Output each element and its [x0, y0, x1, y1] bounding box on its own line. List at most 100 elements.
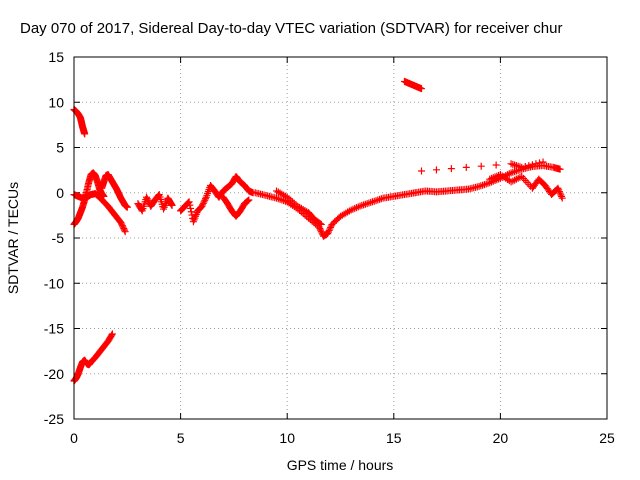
data-point	[432, 166, 440, 174]
data-point	[376, 195, 384, 203]
data-point	[199, 199, 207, 207]
data-point	[316, 220, 324, 228]
data-point	[525, 162, 533, 170]
data-point	[120, 226, 128, 234]
data-point	[475, 182, 483, 190]
data-point	[507, 160, 515, 168]
data-point	[144, 196, 152, 204]
y-axis-label: SDTVAR / TECUs	[5, 182, 21, 294]
x-tick-label: 25	[599, 430, 615, 446]
data-point	[326, 225, 334, 233]
series-arc-trough	[251, 189, 419, 240]
data-point	[118, 222, 126, 230]
series-arc-late-b	[486, 171, 566, 202]
series-arc-high-start	[70, 105, 89, 138]
data-point	[370, 197, 378, 205]
data-point	[557, 191, 565, 199]
data-point	[418, 167, 426, 175]
data-point	[121, 228, 129, 236]
data-point	[447, 165, 455, 173]
data-point	[365, 199, 373, 207]
series-arc-late-c	[418, 158, 547, 175]
data-point	[185, 198, 193, 206]
data-point	[199, 201, 207, 209]
data-point	[477, 162, 485, 170]
data-point	[327, 223, 335, 231]
y-tick-label: 0	[56, 185, 64, 201]
y-tick-label: 10	[48, 94, 64, 110]
y-tick-label: 5	[56, 140, 64, 156]
data-points	[70, 77, 566, 385]
data-point	[117, 219, 125, 227]
data-point	[492, 161, 500, 169]
data-point	[521, 163, 529, 171]
x-tick-label: 15	[386, 430, 402, 446]
chart-title: Day 070 of 2017, Sidereal Day-to-day VTE…	[20, 20, 562, 37]
y-tick-label: -15	[44, 321, 64, 337]
series-arc-trough-b	[273, 187, 325, 228]
data-point	[317, 228, 325, 236]
x-tick-label: 5	[177, 430, 185, 446]
data-point	[200, 198, 208, 206]
data-point	[532, 160, 540, 168]
data-point	[198, 202, 206, 210]
data-point	[243, 197, 251, 205]
data-point	[317, 220, 325, 228]
grid-lines	[74, 57, 607, 419]
data-point	[325, 226, 333, 234]
data-point	[556, 165, 564, 173]
data-point	[477, 182, 485, 190]
data-point	[201, 196, 209, 204]
data-point	[317, 226, 325, 234]
data-point	[201, 195, 209, 203]
data-point	[108, 331, 116, 339]
data-point	[372, 197, 380, 205]
series-arc-zero-a	[70, 169, 108, 228]
data-point	[244, 197, 252, 205]
data-point	[555, 186, 563, 194]
data-point	[558, 194, 566, 202]
x-axis-label: GPS time / hours	[287, 457, 394, 473]
data-point	[377, 195, 385, 203]
series-arc-zero-c	[98, 171, 131, 211]
y-tick-label: -20	[44, 366, 64, 382]
data-point	[558, 193, 566, 201]
data-point	[142, 193, 150, 201]
data-point	[118, 220, 126, 228]
x-tick-label: 20	[493, 430, 509, 446]
data-point	[324, 229, 332, 237]
data-point	[480, 181, 488, 189]
data-point	[276, 195, 284, 203]
tick-labels: 0 5 10 15 20 25 -25 -20 -15 -10 -5 0 5 10 15	[44, 49, 615, 446]
data-point	[274, 195, 282, 203]
data-point	[462, 163, 470, 171]
data-point	[119, 223, 127, 231]
data-point	[418, 85, 426, 93]
data-point	[187, 208, 195, 216]
plot-frame	[73, 56, 608, 420]
series-arc-mid-b	[177, 172, 257, 226]
data-point	[245, 196, 253, 204]
data-point	[155, 191, 163, 199]
data-point	[123, 203, 131, 211]
data-point	[368, 198, 376, 206]
data-point	[120, 225, 128, 233]
data-point	[186, 201, 194, 209]
data-point	[555, 188, 563, 196]
y-tick-label: -25	[44, 411, 64, 427]
data-point	[518, 163, 526, 171]
data-point	[143, 195, 151, 203]
series-arc-mid-c	[219, 193, 253, 220]
series-arc-high-mid	[400, 77, 426, 93]
data-point	[363, 200, 371, 208]
data-point	[108, 330, 116, 338]
series-arc-low-start	[70, 330, 116, 385]
x-tick-label: 0	[70, 430, 78, 446]
y-tick-label: 15	[48, 49, 64, 65]
data-point	[367, 198, 375, 206]
x-tick-label: 10	[279, 430, 295, 446]
data-point	[81, 130, 89, 138]
data-point	[273, 194, 281, 202]
series-arc-mid-a	[134, 191, 176, 215]
